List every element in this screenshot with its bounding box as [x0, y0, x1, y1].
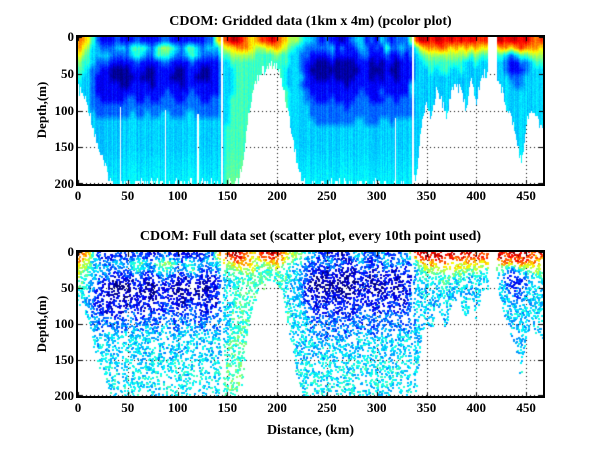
scatter-x-tick-label: 50	[121, 400, 135, 415]
scatter-x-tick-label: 450	[516, 400, 536, 415]
pcolor-x-tick-label: 50	[121, 188, 135, 203]
scatter-y-tick-label: 0	[67, 244, 75, 259]
scatter-x-tick-label: 350	[416, 400, 437, 415]
pcolor-x-tick-label: 350	[416, 188, 437, 203]
pcolor-canvas	[78, 37, 543, 184]
pcolor-y-tick-label: 100	[54, 102, 75, 118]
scatter-axes	[76, 250, 545, 398]
scatter-y-tick-label: 200	[54, 388, 75, 403]
pcolor-x-tick-label: 300	[366, 188, 387, 203]
pcolor-y-tick-label: 200	[54, 176, 75, 191]
scatter-canvas	[78, 252, 543, 396]
pcolor-x-tick-label: 0	[74, 188, 82, 203]
pcolor-y-tick-label: 0	[67, 29, 75, 44]
pcolor-x-tick-label: 450	[516, 188, 536, 203]
scatter-x-tick-label: 0	[74, 400, 82, 415]
scatter-x-tick-label: 200	[267, 400, 287, 415]
scatter-x-tick-label: 300	[366, 400, 387, 415]
scatter-y-tick-label: 50	[61, 280, 74, 295]
x-axis-label: Distance, (km)	[266, 423, 355, 438]
scatter-x-tick-label: 250	[317, 400, 337, 415]
pcolor-x-tick-label: 200	[267, 188, 287, 203]
pcolor-x-tick-label: 400	[466, 188, 487, 203]
scatter-plot-title: CDOM: Full data set (scatter plot, every…	[139, 229, 482, 244]
pcolor-axes	[76, 35, 545, 186]
pcolor-plot-title: CDOM: Gridded data (1km x 4m) (pcolor pl…	[169, 14, 452, 29]
pcolor-x-tick-label: 100	[167, 188, 188, 203]
scatter-x-tick-label: 100	[167, 400, 188, 415]
scatter-x-tick-label: 150	[217, 400, 238, 415]
scatter-y-tick-label: 150	[54, 352, 75, 367]
pcolor-x-tick-label: 150	[217, 188, 238, 203]
pcolor-y-tick-label: 50	[61, 65, 74, 81]
pcolor-x-tick-label: 250	[317, 188, 337, 203]
scatter-x-tick-label: 400	[466, 400, 487, 415]
scatter-y-tick-label: 100	[54, 316, 75, 331]
pcolor-y-tick-label: 150	[54, 139, 75, 155]
